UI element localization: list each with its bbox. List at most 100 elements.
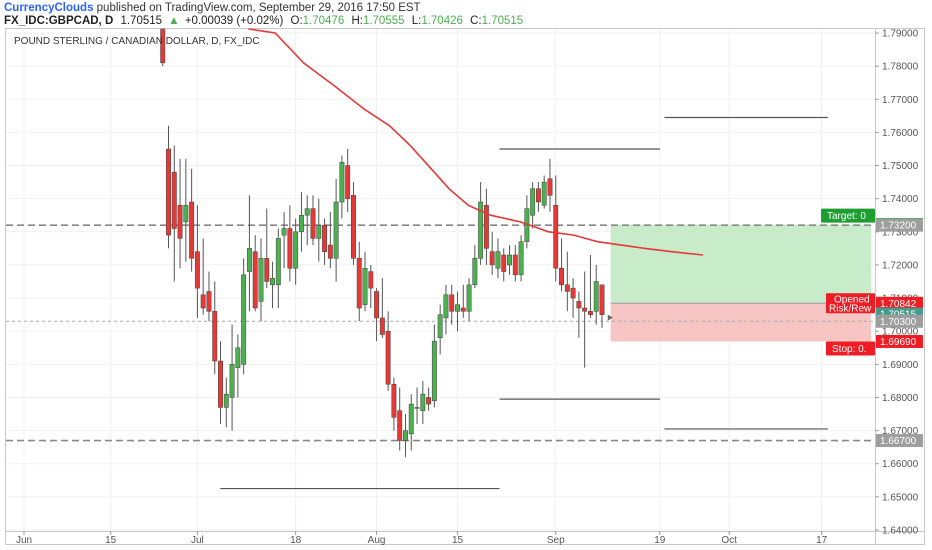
candle-51 — [455, 291, 460, 332]
candle-body — [177, 205, 183, 239]
candle-body — [235, 347, 241, 368]
tag-level-6670-bg — [876, 434, 923, 448]
open-value: 1.70476 — [303, 15, 345, 27]
y-tick-label-4: 1.75000 — [882, 161, 919, 172]
opened-label[interactable]: Opened — [834, 294, 870, 305]
header-line-1: CurrencyClouds published on TradingView.… — [4, 2, 421, 14]
candle-body — [293, 231, 299, 269]
moving-average[interactable] — [248, 28, 704, 256]
candle-body — [241, 274, 247, 365]
candle-body — [483, 205, 489, 249]
candle-body — [559, 267, 564, 286]
open-label: O: — [291, 15, 303, 27]
candle-43 — [408, 394, 414, 451]
x-tick-label-0: Jun — [16, 535, 32, 546]
candle-31 — [339, 155, 345, 219]
candle-body — [507, 254, 512, 266]
candle-24 — [298, 192, 304, 252]
candle-13 — [235, 334, 241, 398]
candle-body — [489, 251, 495, 266]
y-tick-label-13: 1.66000 — [882, 459, 919, 470]
trend-segments[interactable] — [220, 116, 828, 490]
y-tick-label-15: 1.64000 — [882, 526, 919, 537]
up-arrow-icon: ▲ — [168, 15, 179, 27]
candle-body — [478, 201, 484, 259]
candle-body — [275, 238, 281, 286]
candle-body — [455, 304, 460, 312]
x-tick-label-7: 19 — [654, 535, 666, 546]
time-axis[interactable]: Jun 15 Jul 18 Aug 15 Sep 19 Oct 17 — [16, 531, 828, 546]
moving-average-line[interactable] — [248, 28, 704, 256]
candle-body — [194, 251, 200, 289]
candle-body — [576, 301, 582, 309]
candle-body — [189, 201, 195, 259]
risk-reward-label[interactable]: Risk/Rew — [829, 303, 872, 314]
tag-stop-bg — [876, 334, 923, 348]
x-tick-label-1: 15 — [105, 535, 117, 546]
candle-14 — [241, 258, 247, 375]
candle-3 — [177, 158, 183, 269]
candle-57 — [489, 231, 495, 275]
candle-body — [356, 258, 362, 309]
y-tick-label-7: 1.72000 — [882, 260, 919, 271]
candle-35 — [362, 251, 368, 312]
low-label: L: — [412, 15, 422, 27]
x-tick-label-5: 15 — [452, 535, 464, 546]
x-tick-label-9: 17 — [816, 535, 828, 546]
candle-body — [322, 224, 328, 252]
candle-9 — [212, 281, 218, 375]
candle-23 — [293, 218, 299, 285]
published-text: published on TradingView.com, September … — [93, 2, 420, 14]
y-tick-label-11: 1.68000 — [882, 393, 919, 404]
candle-1 — [166, 125, 171, 249]
candle-53 — [466, 278, 472, 322]
candle-body — [385, 330, 391, 385]
author-link[interactable]: CurrencyClouds — [4, 2, 93, 14]
price-axis[interactable]: 1.79000 1.78000 1.77000 1.76000 1.75000 1.740… — [875, 29, 919, 537]
candle-body — [287, 228, 293, 269]
candle-body — [160, 28, 166, 64]
close-label: C: — [470, 15, 482, 27]
candle-62 — [518, 235, 524, 282]
candle-33 — [351, 182, 356, 265]
candle-69 — [559, 238, 564, 292]
candle-60 — [507, 245, 512, 275]
candle-72 — [576, 291, 582, 338]
candle-61 — [512, 245, 518, 282]
y-tick-label-9: 1.70000 — [882, 327, 919, 338]
candle-7 — [200, 238, 206, 315]
candle-76 — [599, 284, 605, 328]
candle-body — [166, 148, 171, 236]
candles — [160, 28, 605, 458]
candle-74 — [587, 254, 593, 318]
candle-body — [541, 181, 547, 206]
candle-71 — [570, 278, 576, 318]
y-tick-label-0: 1.79000 — [882, 29, 919, 40]
candle-5 — [189, 168, 195, 272]
candle-body — [512, 254, 518, 276]
candle-body — [431, 340, 437, 402]
candle-26 — [310, 195, 316, 246]
candle-body — [218, 360, 223, 408]
candle-19 — [270, 261, 275, 309]
y-tick-label-10: 1.69000 — [882, 360, 919, 371]
candle-6 — [194, 205, 200, 318]
candle-4 — [183, 158, 189, 262]
candle-body — [582, 307, 588, 312]
y-tick-label-12: 1.67000 — [882, 426, 919, 437]
candle-38 — [379, 278, 385, 338]
candle-59 — [501, 248, 507, 282]
target-label[interactable]: Target: 0 — [827, 211, 866, 222]
candle-body — [408, 403, 414, 435]
close-value: 1.70515 — [482, 15, 524, 27]
candle-body — [495, 251, 501, 269]
candle-body — [339, 161, 345, 203]
y-tick-label-5: 1.74000 — [882, 194, 919, 205]
candle-body — [460, 307, 466, 312]
candle-body — [547, 178, 553, 196]
stop-label[interactable]: Stop: 0. — [832, 344, 866, 355]
grid — [6, 29, 875, 531]
tag-level-7320-text: 1.73200 — [880, 221, 917, 232]
